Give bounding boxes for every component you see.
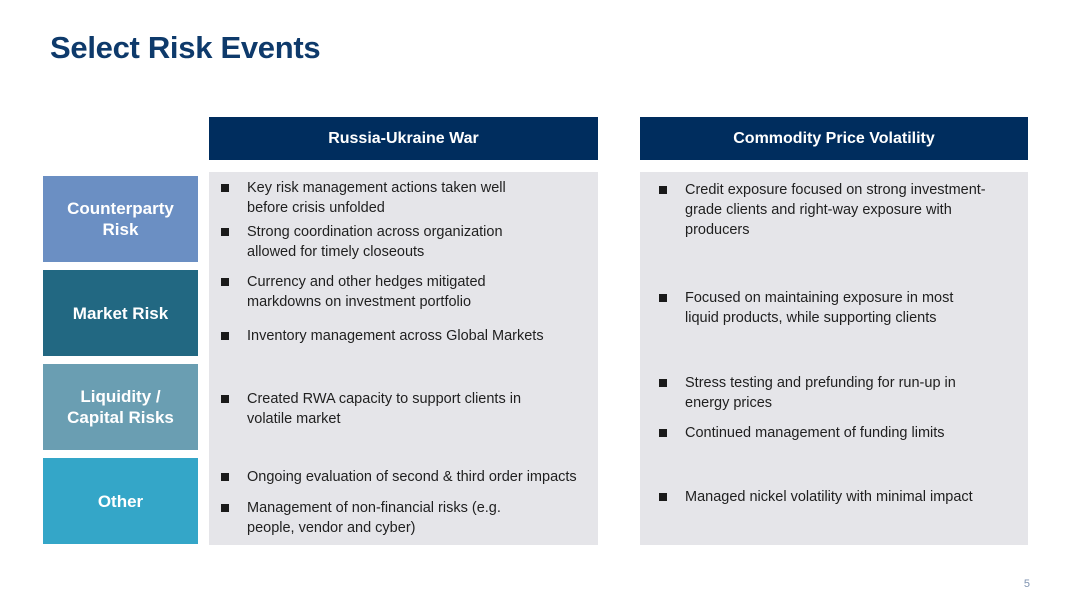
row-label-other: Other bbox=[43, 458, 198, 544]
row-label-market-risk: Market Risk bbox=[43, 270, 198, 356]
list-item: Currency and other hedges mitigated mark… bbox=[221, 272, 531, 312]
column-header-commodity: Commodity Price Volatility bbox=[640, 117, 1028, 160]
list-item: Focused on maintaining exposure in most … bbox=[659, 288, 979, 328]
square-bullet-icon bbox=[659, 294, 667, 302]
page-title: Select Risk Events bbox=[50, 30, 321, 65]
list-item: Credit exposure focused on strong invest… bbox=[659, 180, 1004, 240]
square-bullet-icon bbox=[659, 186, 667, 194]
square-bullet-icon bbox=[221, 228, 229, 236]
list-item: Key risk management actions taken well b… bbox=[221, 178, 531, 218]
square-bullet-icon bbox=[221, 184, 229, 192]
list-item: Ongoing evaluation of second & third ord… bbox=[221, 467, 593, 487]
commodity-panel bbox=[640, 172, 1028, 545]
list-item: Created RWA capacity to support clients … bbox=[221, 389, 551, 429]
square-bullet-icon bbox=[659, 429, 667, 437]
square-bullet-icon bbox=[221, 332, 229, 340]
column-header-russia-ukraine: Russia-Ukraine War bbox=[209, 117, 598, 160]
square-bullet-icon bbox=[221, 395, 229, 403]
list-item: Inventory management across Global Marke… bbox=[221, 326, 591, 346]
list-item: Strong coordination across organization … bbox=[221, 222, 531, 262]
square-bullet-icon bbox=[659, 379, 667, 387]
square-bullet-icon bbox=[659, 493, 667, 501]
list-item: Management of non-financial risks (e.g. … bbox=[221, 498, 541, 538]
list-item: Managed nickel volatility with minimal i… bbox=[659, 487, 1014, 507]
page-number: 5 bbox=[1023, 578, 1030, 590]
row-label-counterparty-risk: Counterparty Risk bbox=[43, 176, 198, 262]
russia-ukraine-panel bbox=[209, 172, 598, 545]
square-bullet-icon bbox=[221, 504, 229, 512]
list-item: Continued management of funding limits bbox=[659, 423, 999, 443]
square-bullet-icon bbox=[221, 473, 229, 481]
square-bullet-icon bbox=[221, 278, 229, 286]
list-item: Stress testing and prefunding for run-up… bbox=[659, 373, 979, 413]
row-label-liquidity-capital-risks: Liquidity / Capital Risks bbox=[43, 364, 198, 450]
